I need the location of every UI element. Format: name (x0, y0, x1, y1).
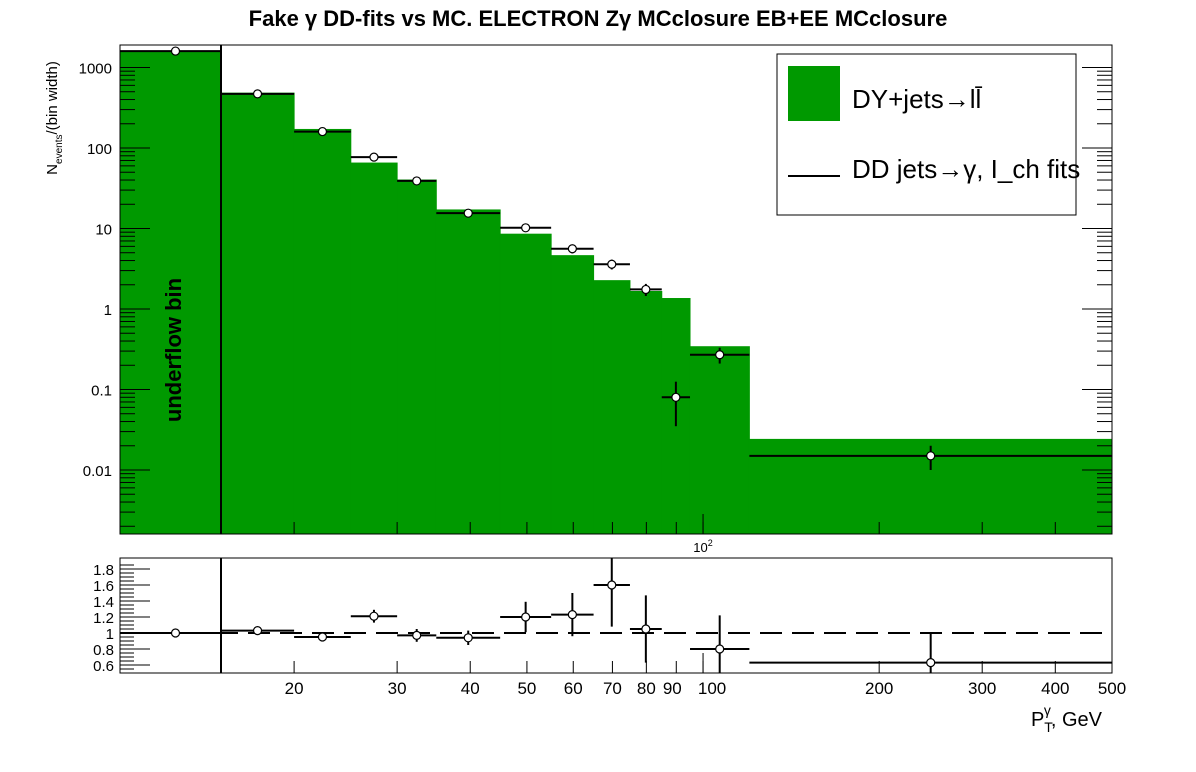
mc-bar (435, 209, 501, 534)
x-tick-label: 20 (285, 679, 304, 698)
dd-point (521, 223, 531, 233)
ratio-point (521, 612, 531, 622)
ratio-y-tick-label: 0.6 (93, 658, 114, 675)
x-axis-title: PTγ, GeV (1031, 702, 1103, 735)
x-tick-label: 70 (603, 679, 622, 698)
dd-point (252, 89, 263, 99)
dd-point (463, 208, 473, 218)
y-tick-label: 0.1 (91, 383, 112, 400)
mc-bar (499, 233, 552, 534)
main-frame (119, 44, 1113, 535)
ratio-y-tick-label: 1.6 (93, 578, 114, 595)
mc-bar (629, 290, 663, 534)
y-tick-label: 10 (95, 222, 112, 239)
dd-point (926, 451, 936, 461)
mc-bar (293, 128, 352, 534)
ratio-point (369, 611, 379, 621)
x-tick-label: 100 (698, 679, 726, 698)
ratio-point (463, 633, 473, 643)
ratio-point (926, 657, 936, 668)
underflow-label: underflow bin (161, 278, 186, 422)
ratio-frame (119, 557, 1113, 674)
x-tick-label: 200 (865, 679, 893, 698)
x-tick-label: 80 (637, 679, 656, 698)
mc-bar (689, 346, 750, 534)
x-tick-label: 90 (663, 679, 682, 698)
ratio-point (567, 609, 577, 620)
y-tick-label: 1 (104, 302, 112, 319)
dd-point (369, 152, 379, 162)
x-tick-label: 500 (1098, 679, 1126, 698)
dd-point (607, 259, 617, 269)
x-axis-marker: 102 (693, 538, 712, 555)
ratio-point (607, 580, 617, 590)
legend-swatch-mc (788, 66, 840, 121)
dd-point (671, 392, 681, 402)
ratio-point (170, 628, 181, 638)
mc-bar (120, 50, 222, 534)
ratio-point (412, 630, 422, 641)
mc-bar (593, 280, 631, 534)
y-tick-label: 1000 (79, 61, 112, 78)
chart-title: Fake γ DD-fits vs MC. ELECTRON Zγ MCclos… (248, 6, 948, 31)
legend-entry-mc: DY+jets→ll̄ (852, 84, 983, 114)
dd-point (641, 284, 651, 295)
ratio-plot-area (120, 558, 1112, 673)
mc-bar (661, 298, 691, 534)
dd-point (715, 350, 725, 360)
y-tick-label: 0.01 (83, 463, 112, 480)
x-tick-label: 300 (968, 679, 996, 698)
mc-bar (550, 255, 595, 534)
y-tick-label: 100 (87, 141, 112, 158)
mc-bar (350, 162, 398, 534)
dd-point (567, 244, 577, 254)
legend-entry-dd: DD jets→γ, I_ch fits (852, 154, 1080, 184)
dd-point (317, 126, 328, 137)
mc-bar (220, 92, 295, 534)
ratio-point (715, 644, 725, 654)
ratio-y-tick-label: 1.8 (93, 562, 114, 579)
ratio-y-tick-label: 1.4 (93, 594, 114, 611)
ratio-point (641, 624, 651, 634)
ratio-y-tick-label: 1 (106, 626, 114, 643)
ratio-point (252, 625, 263, 636)
ratio-point (317, 632, 328, 642)
x-tick-label: 30 (388, 679, 407, 698)
dd-point (170, 46, 181, 56)
x-tick-label: 40 (461, 679, 480, 698)
main-plot-area (120, 46, 1112, 534)
ratio-y-tick-label: 0.8 (93, 642, 114, 659)
x-tick-label: 50 (517, 679, 536, 698)
mc-bar (396, 179, 437, 534)
x-tick-label: 400 (1041, 679, 1069, 698)
y-axis-title: Nevents/(bin width) (44, 61, 65, 175)
x-tick-label: 60 (564, 679, 583, 698)
ratio-y-tick-label: 1.2 (93, 610, 114, 627)
dd-point (412, 176, 422, 186)
